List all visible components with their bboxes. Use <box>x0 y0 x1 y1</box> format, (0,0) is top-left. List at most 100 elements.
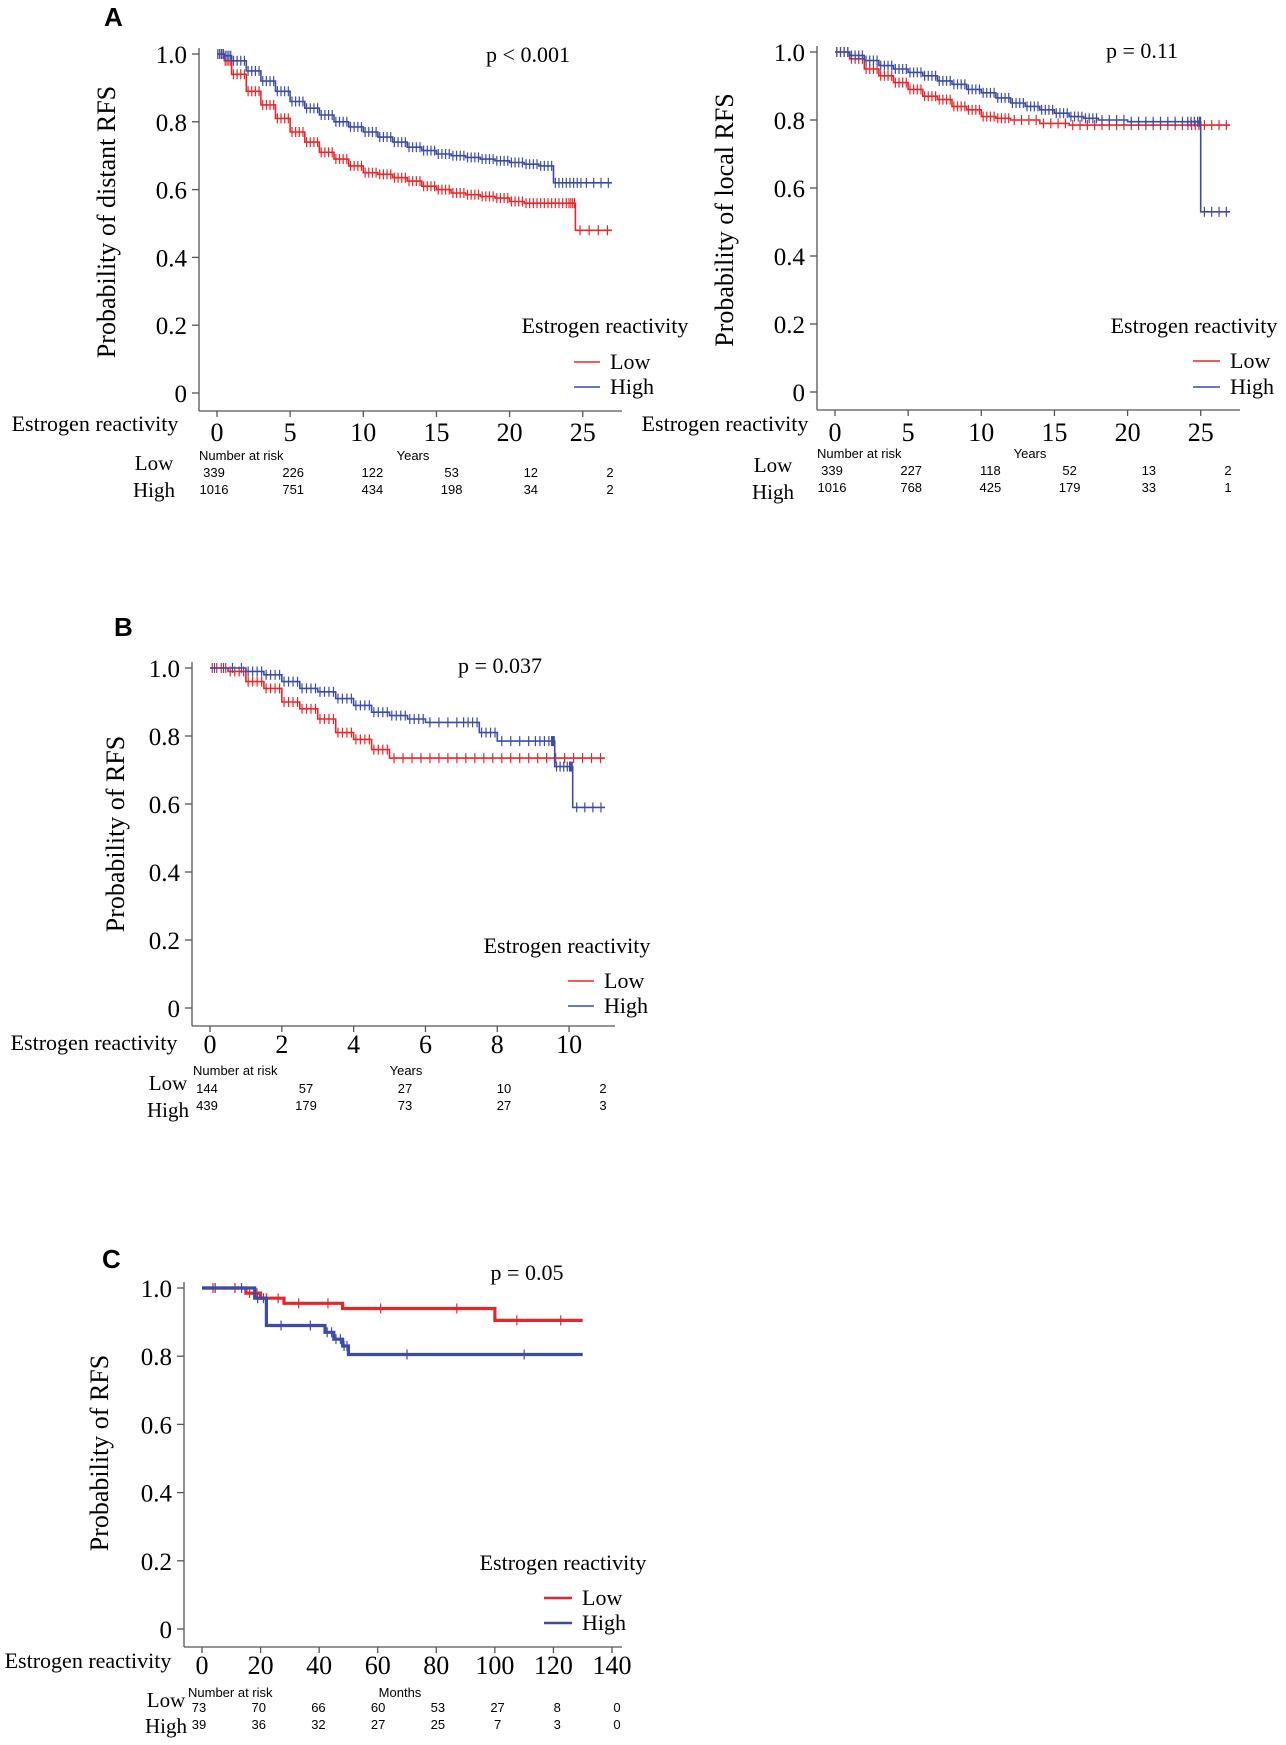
legend-label-high: High <box>1230 374 1274 399</box>
legend-title: Estrogen reactivity <box>1111 313 1278 338</box>
y-tick-label: 0.2 <box>774 312 805 339</box>
risk-value: 27 <box>490 1700 504 1715</box>
risk-value: 3 <box>599 1098 606 1113</box>
x-tick-label: 100 <box>475 1651 514 1680</box>
risk-value: 122 <box>362 465 384 480</box>
risk-value: 10 <box>497 1081 511 1096</box>
risk-value: 144 <box>196 1081 218 1096</box>
y-tick-label: 0.8 <box>156 110 187 137</box>
x-axis-label: Years <box>397 448 430 463</box>
risk-row-label-low: Low <box>135 451 174 475</box>
x-tick-label: 60 <box>365 1651 391 1680</box>
y-tick-label: 0.6 <box>149 792 180 819</box>
panel-letter-b: B <box>114 612 133 642</box>
risk-value: 8 <box>554 1700 561 1715</box>
risk-value: 3 <box>554 1717 561 1732</box>
y-axis-label: Probability of local RFS <box>710 93 739 347</box>
y-tick-label: 0.4 <box>156 245 188 272</box>
risk-value: 434 <box>362 482 384 497</box>
censor-marks-high <box>214 1283 525 1360</box>
p-value-annotation: p = 0.05 <box>491 1260 564 1285</box>
risk-value: 27 <box>371 1717 385 1732</box>
risk-row-label-low: Low <box>149 1071 188 1095</box>
x-tick-label: 120 <box>534 1651 573 1680</box>
risk-value: 339 <box>821 463 843 478</box>
y-tick-label: 0.2 <box>156 313 187 340</box>
x-tick-label: 0 <box>829 418 842 447</box>
risk-value: 57 <box>299 1081 313 1096</box>
x-axis-label: Years <box>1014 446 1047 461</box>
censor-marks-high <box>213 663 602 813</box>
km-chart-4: 00.20.40.60.81.00 20 40 60 80 100 120 140Probab… <box>5 1260 647 1738</box>
y-tick-label: 0.8 <box>149 724 180 751</box>
risk-value: 25 <box>431 1717 445 1732</box>
risk-row-label-high: High <box>145 1714 188 1738</box>
risk-row-label-high: High <box>147 1098 190 1122</box>
risk-value: 2 <box>606 465 613 480</box>
risk-table-title: Number at risk <box>817 446 902 461</box>
risk-value: 73 <box>192 1700 206 1715</box>
legend-label-high: High <box>582 1610 626 1635</box>
x-tick-label: 20 <box>497 418 523 447</box>
risk-value: 0 <box>613 1700 620 1715</box>
x-tick-label: 10 <box>968 418 994 447</box>
risk-value: 53 <box>444 465 458 480</box>
risk-value: 2 <box>1224 463 1231 478</box>
x-tick-label: 0 <box>204 1030 217 1059</box>
y-tick-label: 0.8 <box>141 1344 172 1371</box>
risk-table-row-label: Estrogen reactivity <box>12 411 179 436</box>
y-tick-label: 0.2 <box>149 928 180 955</box>
risk-row-label-high: High <box>133 478 176 502</box>
p-value-annotation: p < 0.001 <box>486 42 570 67</box>
legend-title: Estrogen reactivity <box>522 313 689 338</box>
y-tick-label: 0 <box>168 996 181 1023</box>
risk-value: 60 <box>371 1700 385 1715</box>
x-tick-label: 5 <box>902 418 915 447</box>
risk-value: 7 <box>494 1717 501 1732</box>
y-tick-label: 0 <box>175 381 188 408</box>
y-tick-label: 1.0 <box>156 42 187 69</box>
legend-label-low: Low <box>604 968 644 993</box>
risk-value: 36 <box>251 1717 265 1732</box>
x-axis-label: Years <box>390 1063 423 1078</box>
legend-label-high: High <box>604 993 648 1018</box>
x-tick-label: 15 <box>1041 418 1067 447</box>
x-tick-label: 4 <box>347 1030 360 1059</box>
series-line-low <box>202 1286 583 1322</box>
x-tick-label: 25 <box>570 418 596 447</box>
x-tick-label: 0 <box>211 418 224 447</box>
legend-label-low: Low <box>582 1585 622 1610</box>
y-tick-label: 0.6 <box>774 176 805 203</box>
x-tick-label: 10 <box>350 418 376 447</box>
risk-value: 70 <box>251 1700 265 1715</box>
km-chart-1: 0 0.2 0.4 0.6 0.8 1.0 0 5 10 15 20 25 Probability of… <box>12 42 689 502</box>
x-tick-label: 10 <box>556 1030 582 1059</box>
risk-value: 118 <box>980 463 1001 478</box>
x-tick-label: 140 <box>593 1651 632 1680</box>
legend-title: Estrogen reactivity <box>484 933 651 958</box>
risk-value: 198 <box>441 482 463 497</box>
y-axis-label: Probability of RFS <box>101 736 130 932</box>
x-tick-label: 6 <box>419 1030 432 1059</box>
x-tick-label: 25 <box>1188 418 1214 447</box>
x-tick-label: 40 <box>306 1651 332 1680</box>
censor-marks-high <box>217 49 609 188</box>
series-line-high <box>217 53 612 184</box>
y-axis-label: Probability of RFS <box>85 1355 114 1551</box>
risk-value: 66 <box>311 1700 325 1715</box>
y-tick-label: 0 <box>793 380 806 407</box>
x-tick-label: 15 <box>423 418 449 447</box>
risk-value: 52 <box>1062 463 1076 478</box>
legend-label-low: Low <box>610 349 650 374</box>
p-value-annotation: p = 0.11 <box>1106 38 1178 63</box>
panel-letter-c: C <box>102 1244 121 1274</box>
risk-table-row-label: Estrogen reactivity <box>642 411 809 436</box>
risk-value: 2 <box>599 1081 606 1096</box>
series-line-low <box>217 53 612 232</box>
x-tick-label: 2 <box>275 1030 288 1059</box>
series-line-high <box>835 51 1230 213</box>
y-tick-label: 0.4 <box>774 244 806 271</box>
risk-value: 33 <box>1142 480 1156 495</box>
risk-table-title: Number at risk <box>199 448 284 463</box>
